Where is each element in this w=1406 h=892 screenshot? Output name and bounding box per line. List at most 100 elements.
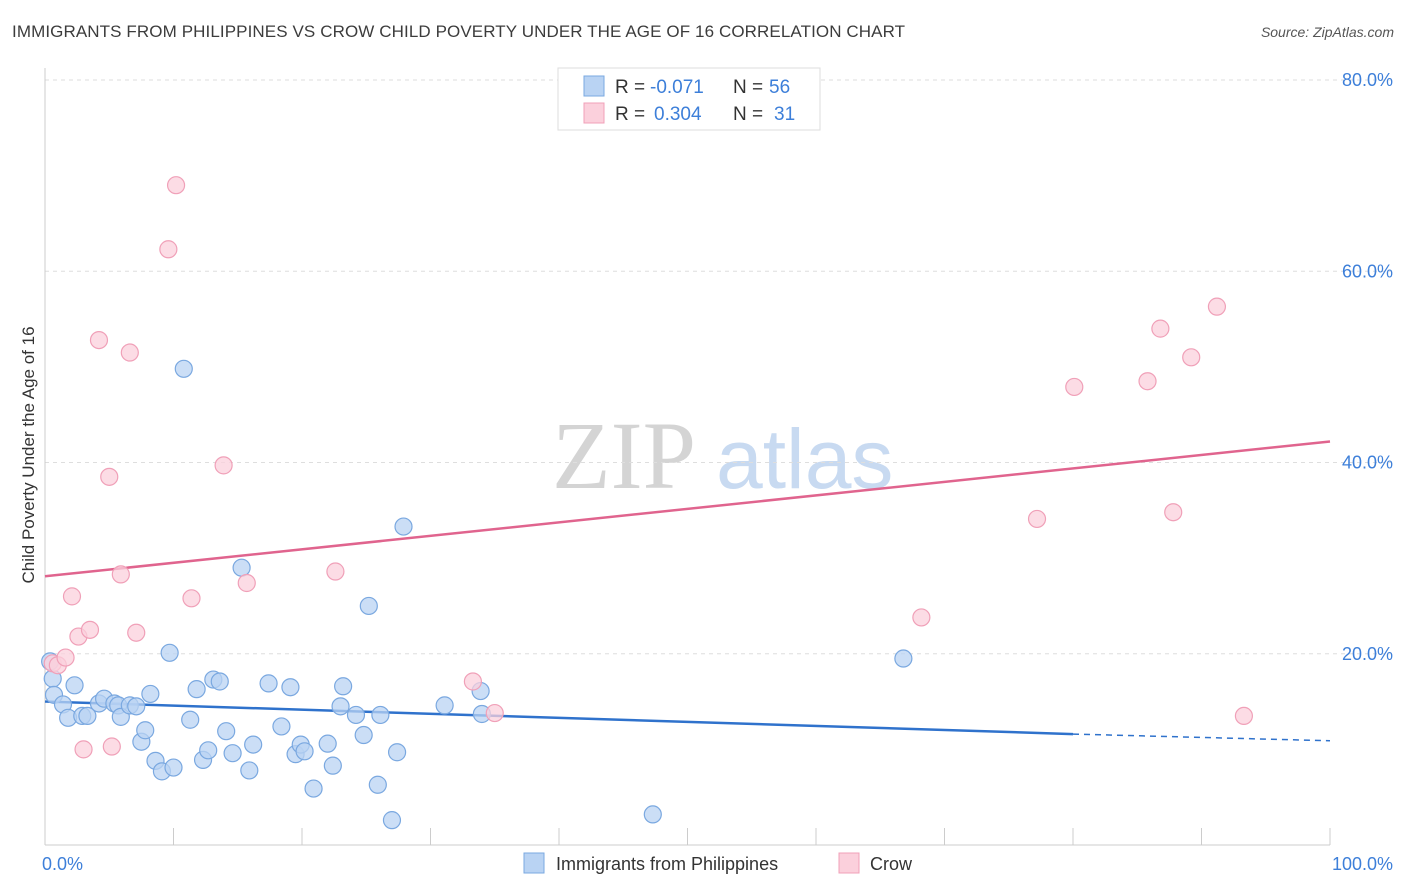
data-point-philippines — [382, 811, 402, 830]
data-point-philippines — [331, 697, 350, 716]
data-point-crow — [326, 562, 345, 581]
data-point-crow — [182, 589, 201, 608]
data-point-crow — [120, 343, 139, 362]
data-point-philippines — [368, 775, 387, 794]
data-point-philippines — [232, 558, 251, 577]
stats-n-label-2: N = — [733, 104, 763, 125]
data-point-crow — [1138, 372, 1157, 391]
data-point-crow — [62, 587, 82, 606]
data-point-crow — [127, 623, 146, 642]
data-point-philippines — [272, 717, 291, 736]
data-point-philippines — [217, 722, 236, 741]
scatter-points — [41, 176, 1254, 830]
data-point-philippines — [259, 674, 278, 693]
data-point-philippines — [394, 517, 413, 536]
data-point-crow — [80, 620, 100, 639]
data-point-crow — [1027, 509, 1047, 529]
data-point-philippines — [199, 741, 218, 760]
trend-line-0 — [44, 700, 1074, 736]
data-point-philippines — [174, 359, 193, 378]
data-point-philippines — [387, 743, 407, 762]
stats-n-value-2: 31 — [774, 104, 795, 125]
data-point-crow — [159, 240, 178, 259]
data-point-crow — [89, 331, 109, 350]
grid-lines — [45, 79, 1392, 655]
stats-r-label-1: R = — [615, 77, 645, 98]
data-point-philippines — [304, 779, 323, 798]
data-point-crow — [214, 456, 233, 475]
data-point-crow — [166, 176, 186, 195]
data-point-crow — [74, 740, 93, 759]
data-point-philippines — [223, 744, 242, 763]
data-point-philippines — [78, 706, 97, 726]
data-point-philippines — [210, 672, 229, 691]
source-label: Source: ZipAtlas.com — [1260, 24, 1394, 40]
data-point-crow — [100, 467, 119, 486]
y-tick-label: 80.0% — [1342, 70, 1393, 90]
data-point-philippines — [181, 710, 200, 729]
data-point-philippines — [435, 696, 454, 715]
data-point-crow — [1182, 348, 1201, 367]
data-point-crow — [912, 608, 931, 627]
y-tick-label: 40.0% — [1342, 453, 1393, 473]
series-legend: Immigrants from Philippines Crow — [523, 852, 913, 874]
data-point-philippines — [281, 678, 300, 697]
axes — [44, 68, 1331, 846]
stats-r-label-2: R = — [615, 104, 645, 125]
legend-swatch-crow — [838, 852, 860, 874]
tick-labels: 20.0% 40.0% 60.0% 80.0% 0.0% 100.0% — [42, 70, 1393, 874]
y-tick-label: 20.0% — [1342, 644, 1393, 664]
data-point-philippines — [244, 735, 263, 754]
data-point-crow — [102, 737, 121, 756]
data-point-philippines — [240, 761, 259, 780]
data-point-crow — [237, 573, 256, 593]
data-point-crow — [111, 565, 130, 584]
data-point-philippines — [643, 805, 662, 824]
watermark-zip: ZIP — [552, 402, 696, 509]
trend-lines — [44, 440, 1331, 742]
data-point-philippines — [160, 643, 179, 662]
stats-swatch-philippines — [583, 75, 605, 97]
stats-r-value-2: 0.304 — [654, 104, 702, 125]
watermark-atlas: atlas — [716, 412, 893, 506]
data-point-crow — [56, 648, 75, 667]
data-point-philippines — [371, 705, 390, 725]
data-point-philippines — [359, 596, 378, 616]
data-point-philippines — [323, 756, 342, 775]
data-point-philippines — [334, 677, 353, 696]
legend-swatch-philippines — [523, 852, 545, 874]
data-point-philippines — [136, 721, 155, 740]
legend-label-philippines: Immigrants from Philippines — [556, 854, 778, 874]
data-point-crow — [1164, 503, 1183, 522]
data-point-crow — [1207, 297, 1227, 316]
data-point-philippines — [187, 680, 206, 699]
data-point-philippines — [127, 697, 146, 716]
data-point-crow — [1065, 377, 1084, 397]
data-point-philippines — [65, 676, 84, 695]
data-point-philippines — [894, 649, 913, 668]
data-point-crow — [463, 672, 483, 691]
data-point-philippines — [295, 742, 314, 761]
x-tick-label: 0.0% — [42, 854, 83, 874]
y-axis-title: Child Poverty Under the Age of 16 — [19, 326, 38, 583]
trend-line-extension-0 — [1072, 733, 1331, 742]
x-tick-label: 100.0% — [1332, 854, 1393, 874]
data-point-philippines — [318, 734, 337, 753]
stats-n-value-1: 56 — [769, 77, 790, 98]
data-point-philippines — [354, 725, 373, 745]
y-tick-label: 60.0% — [1342, 261, 1393, 281]
stats-swatch-crow — [583, 102, 605, 124]
trend-line-1 — [44, 440, 1331, 578]
legend-label-crow: Crow — [870, 854, 913, 874]
stats-n-label-1: N = — [733, 77, 763, 98]
chart-title: IMMIGRANTS FROM PHILIPPINES VS CROW CHIL… — [12, 22, 906, 41]
data-point-crow — [1151, 319, 1170, 338]
data-point-philippines — [164, 758, 183, 777]
stats-legend: R = -0.071 N = 56 R = 0.304 N = 31 — [557, 67, 821, 131]
data-point-crow — [1234, 706, 1254, 726]
data-point-philippines — [346, 705, 366, 725]
stats-r-value-1: -0.071 — [650, 77, 704, 98]
data-point-philippines — [141, 684, 160, 704]
data-point-crow — [485, 703, 504, 723]
